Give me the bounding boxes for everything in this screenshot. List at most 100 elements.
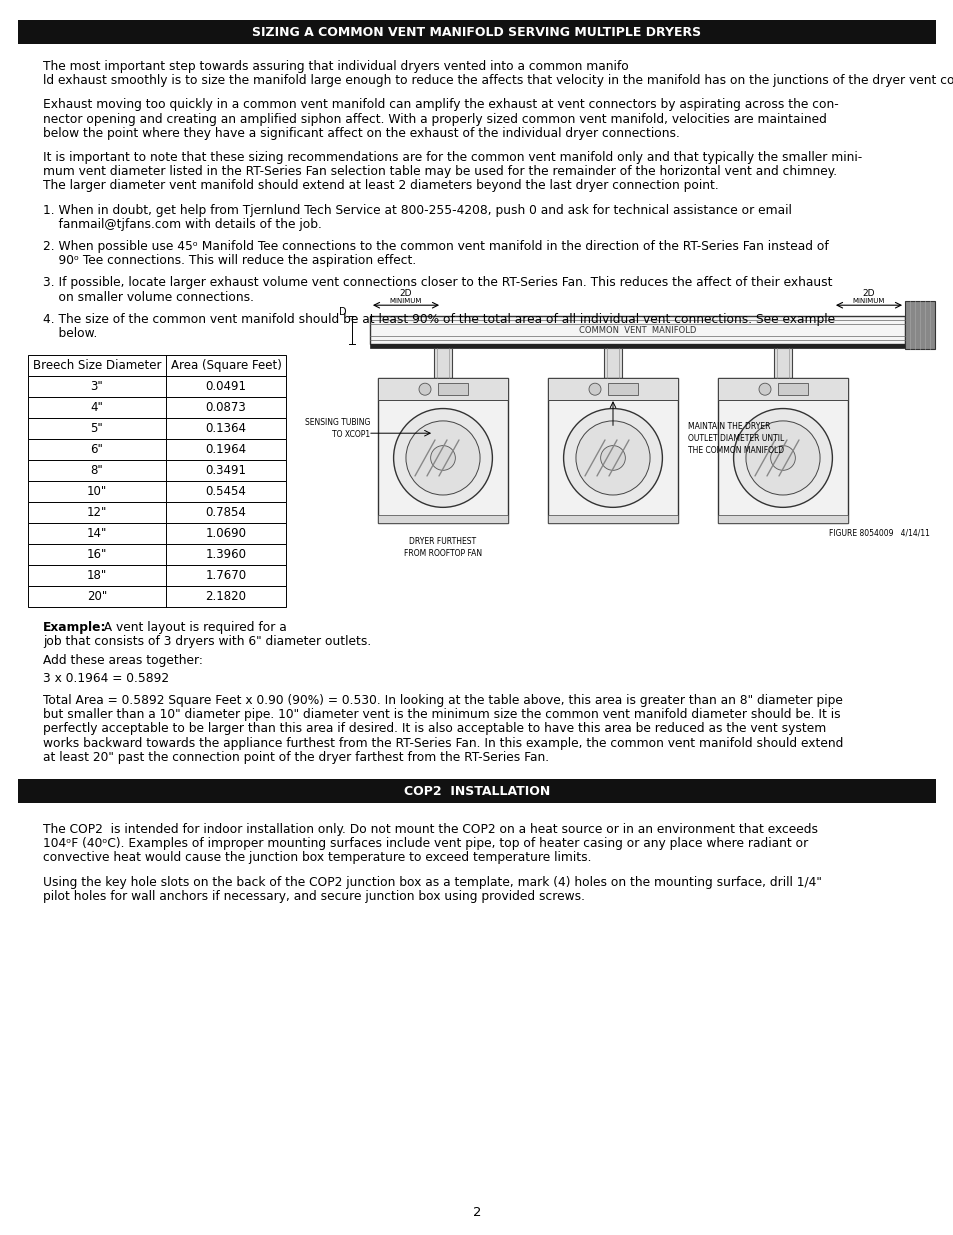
Text: at least 20" past the connection point of the dryer farthest from the RT-Series : at least 20" past the connection point o… [43,751,549,763]
Circle shape [394,409,492,508]
Bar [28,566,286,587]
Text: 1.0690: 1.0690 [205,527,246,540]
Text: 16": 16" [87,548,107,561]
Bar [377,378,507,524]
Bar [28,461,286,482]
Text: SENSING TUBING
TO XCOP1: SENSING TUBING TO XCOP1 [304,417,370,438]
Text: 0.3491: 0.3491 [205,464,246,477]
Bar [603,348,621,378]
Text: Breech Size Diameter: Breech Size Diameter [32,359,161,372]
Text: ld exhaust smoothly is to size the manifold large enough to reduce the affects t: ld exhaust smoothly is to size the manif… [43,74,953,88]
Circle shape [588,383,600,395]
Text: COMMON  VENT  MANIFOLD: COMMON VENT MANIFOLD [578,326,696,335]
Text: 3 x 0.1964 = 0.5892: 3 x 0.1964 = 0.5892 [43,672,169,684]
Bar [547,515,678,524]
Text: 0.7854: 0.7854 [205,506,246,519]
Text: 3": 3" [91,380,103,393]
Bar [778,383,807,395]
Text: 0.0491: 0.0491 [205,380,246,393]
Text: 14": 14" [87,527,107,540]
Text: The COP2  is intended for indoor installation only. Do not mount the COP2 on a h: The COP2 is intended for indoor installa… [43,823,817,836]
Text: COP2  INSTALLATION: COP2 INSTALLATION [403,784,550,798]
Text: MINIMUM: MINIMUM [852,298,884,304]
Text: on smaller volume connections.: on smaller volume connections. [43,290,253,304]
Text: nector opening and creating an amplified siphon affect. With a properly sized co: nector opening and creating an amplified… [43,112,826,126]
Text: 8": 8" [91,464,103,477]
Text: The larger diameter vent manifold should extend at least 2 diameters beyond the : The larger diameter vent manifold should… [43,179,718,193]
Circle shape [770,446,795,471]
Circle shape [418,383,431,395]
Bar [28,398,286,419]
Circle shape [733,409,832,508]
Text: 20": 20" [87,590,107,603]
Text: 1.7670: 1.7670 [205,569,246,582]
Text: FIGURE 8054009   4/14/11: FIGURE 8054009 4/14/11 [828,529,929,537]
Text: It is important to note that these sizing recommendations are for the common ven: It is important to note that these sizin… [43,151,862,164]
Text: Add these areas together:: Add these areas together: [43,653,203,667]
Bar [377,378,507,400]
Bar [28,545,286,566]
Circle shape [406,421,479,495]
Bar [434,348,452,378]
Bar [370,345,904,348]
Text: job that consists of 3 dryers with 6" diameter outlets.: job that consists of 3 dryers with 6" di… [43,635,371,648]
Text: DRYER FURTHEST
FROM ROOFTOP FAN: DRYER FURTHEST FROM ROOFTOP FAN [403,537,481,558]
Text: 1.3960: 1.3960 [205,548,246,561]
Text: mum vent diameter listed in the RT-Series Fan selection table may be used for th: mum vent diameter listed in the RT-Serie… [43,165,836,178]
Bar [437,383,468,395]
Circle shape [563,409,661,508]
Bar [547,378,678,400]
Text: 12": 12" [87,506,107,519]
Bar [28,503,286,524]
Text: The most important step towards assuring that individual dryers vented into a co: The most important step towards assuring… [43,61,628,73]
Bar [607,383,638,395]
Circle shape [759,383,770,395]
Text: below.: below. [43,327,97,340]
Text: 2. When possible use 45ᵒ Manifold Tee connections to the common vent manifold in: 2. When possible use 45ᵒ Manifold Tee co… [43,240,828,253]
Text: 5": 5" [91,422,103,435]
Bar [18,779,935,803]
Text: 0.5454: 0.5454 [205,485,246,498]
Bar [718,378,847,400]
Text: Area (Square Feet): Area (Square Feet) [171,359,281,372]
Text: 6": 6" [91,443,103,456]
Text: MINIMUM: MINIMUM [390,298,422,304]
Bar [28,524,286,545]
Bar [28,482,286,503]
Text: convective heat would cause the junction box temperature to exceed temperature l: convective heat would cause the junction… [43,851,591,864]
Text: 0.0873: 0.0873 [206,401,246,414]
Text: 4": 4" [91,401,103,414]
Text: 4. The size of the common vent manifold should be at least 90% of the total area: 4. The size of the common vent manifold … [43,312,834,326]
Text: perfectly acceptable to be larger than this area if desired. It is also acceptab: perfectly acceptable to be larger than t… [43,722,825,735]
Circle shape [600,446,625,471]
Bar [377,515,507,524]
Text: 0.1964: 0.1964 [205,443,246,456]
Text: 2D: 2D [399,289,412,298]
Bar [547,378,678,524]
Text: 10": 10" [87,485,107,498]
Text: but smaller than a 10" diameter pipe. 10" diameter vent is the minimum size the : but smaller than a 10" diameter pipe. 10… [43,708,840,721]
Text: below the point where they have a significant affect on the exhaust of the indiv: below the point where they have a signif… [43,127,679,140]
Text: 1. When in doubt, get help from Tjernlund Tech Service at 800-255-4208, push 0 a: 1. When in doubt, get help from Tjernlun… [43,204,791,216]
Bar [18,20,935,44]
Bar [28,377,286,398]
Text: A vent layout is required for a: A vent layout is required for a [96,621,287,635]
Bar [28,356,286,377]
Bar [370,316,904,345]
Text: Exhaust moving too quickly in a common vent manifold can amplify the exhaust at : Exhaust moving too quickly in a common v… [43,99,838,111]
Text: Total Area = 0.5892 Square Feet x 0.90 (90%) = 0.530. In looking at the table ab: Total Area = 0.5892 Square Feet x 0.90 (… [43,694,842,706]
Bar [28,419,286,440]
Text: MAINTAIN THE DRYER
OUTLET DIAMETER UNTIL
THE COMMON MANIFOLD: MAINTAIN THE DRYER OUTLET DIAMETER UNTIL… [687,422,783,454]
Text: 2.1820: 2.1820 [205,590,246,603]
Circle shape [576,421,649,495]
Bar [28,587,286,608]
Text: 2: 2 [473,1207,480,1219]
Bar [718,515,847,524]
Text: 104ᵒF (40ᵒC). Examples of improper mounting surfaces include vent pipe, top of h: 104ᵒF (40ᵒC). Examples of improper mount… [43,837,807,850]
Text: works backward towards the appliance furthest from the RT-Series Fan. In this ex: works backward towards the appliance fur… [43,736,842,750]
Text: 90ᵒ Tee connections. This will reduce the aspiration effect.: 90ᵒ Tee connections. This will reduce th… [43,254,416,267]
Text: 0.1364: 0.1364 [205,422,246,435]
Text: fanmail@tjfans.com with details of the job.: fanmail@tjfans.com with details of the j… [43,217,321,231]
Bar [773,348,791,378]
Text: Example:: Example: [43,621,107,635]
